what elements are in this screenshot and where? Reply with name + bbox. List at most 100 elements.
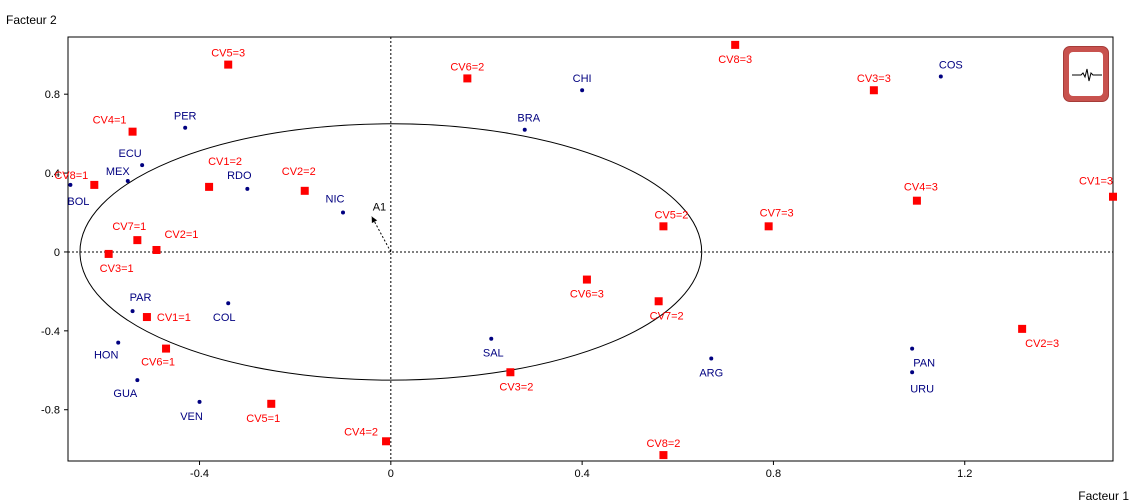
- variable-layer: A1: [371, 201, 392, 253]
- point-marker: [912, 196, 921, 205]
- correlation-ellipse: [79, 123, 703, 381]
- point-label: CV7=2: [650, 310, 684, 322]
- point-marker: [245, 186, 250, 191]
- point-marker: [133, 236, 142, 245]
- point-label: BOL: [67, 196, 89, 208]
- point-marker: [764, 222, 773, 231]
- point-marker: [869, 86, 878, 95]
- x-tick-label: -0.4: [190, 468, 209, 480]
- point-label: CV2=1: [164, 229, 198, 241]
- point-label: PAN: [913, 358, 935, 370]
- point-marker: [90, 180, 99, 189]
- point-label: CV6=2: [450, 61, 484, 73]
- point-marker: [659, 222, 668, 231]
- point-marker: [68, 182, 73, 187]
- point-marker: [152, 245, 161, 254]
- points-layer: CV5=3 CV6=2 CV8=3 CV3=3 CV4=1 CV8=1 CV1=2 CV2=2…: [54, 40, 1117, 460]
- point-marker: [938, 74, 943, 79]
- y-axis-title: Facteur 2: [6, 13, 57, 27]
- point-marker: [135, 378, 140, 383]
- waveform-icon: [1072, 68, 1102, 82]
- y-tick-label: 0: [54, 247, 60, 259]
- y-tick-label: 0.8: [45, 89, 60, 101]
- point-label: CV6=3: [570, 289, 604, 301]
- point-marker: [709, 356, 714, 361]
- point-marker: [659, 451, 668, 460]
- point-marker: [162, 344, 171, 353]
- point-marker: [382, 437, 391, 446]
- point-marker: [125, 178, 130, 183]
- point-marker: [1109, 192, 1117, 201]
- point-marker: [197, 399, 202, 404]
- point-marker: [910, 370, 915, 375]
- point-label: CV7=3: [760, 207, 794, 219]
- point-label: COL: [213, 312, 236, 324]
- point-label: COS: [939, 59, 963, 71]
- point-label: CV4=2: [344, 426, 378, 438]
- point-label: CV5=1: [246, 413, 280, 425]
- point-label: CV7=1: [112, 221, 146, 233]
- point-label: HON: [94, 350, 119, 362]
- point-label: CV4=3: [904, 182, 938, 194]
- point-marker: [142, 313, 151, 322]
- point-marker: [267, 399, 276, 408]
- y-tick-label: -0.8: [41, 405, 60, 417]
- point-label: CV2=3: [1025, 338, 1059, 350]
- variable-arrow: [371, 216, 392, 253]
- point-label: RDO: [227, 170, 252, 182]
- point-marker: [341, 210, 345, 215]
- point-label: CV5=3: [211, 48, 245, 60]
- point-marker: [522, 127, 527, 132]
- variable-label: A1: [373, 201, 386, 213]
- point-label: PAR: [130, 292, 152, 304]
- point-label: SAL: [483, 348, 504, 360]
- point-label: CV1=1: [157, 312, 191, 324]
- x-tick-label: 0: [388, 468, 394, 480]
- point-label: GUA: [113, 388, 138, 400]
- point-marker: [910, 346, 915, 351]
- point-label: CV3=1: [100, 263, 134, 275]
- point-marker: [116, 340, 121, 345]
- point-marker: [226, 301, 231, 306]
- point-label: CV4=1: [93, 115, 127, 127]
- point-label: CV3=3: [857, 73, 891, 85]
- point-label: CHI: [573, 73, 592, 85]
- tool-button-face: [1069, 52, 1103, 96]
- point-label: VEN: [180, 411, 203, 423]
- point-marker: [654, 297, 663, 306]
- point-marker: [731, 40, 740, 49]
- x-tick-label: 1.2: [957, 468, 972, 480]
- point-label: CV1=3: [1079, 176, 1113, 188]
- series-group: PER CHI COS BRA ECU MEX BOL RDO NIC PAR COL HON GUA V…: [67, 59, 962, 422]
- series-group: CV5=3 CV6=2 CV8=3 CV3=3 CV4=1 CV8=1 CV1=2 CV2=2…: [54, 40, 1117, 460]
- point-label: ARG: [699, 367, 723, 379]
- point-marker: [300, 186, 309, 195]
- point-label: CV3=2: [499, 381, 533, 393]
- point-label: CV8=3: [718, 54, 752, 66]
- ellipse-layer: [79, 123, 703, 381]
- point-marker: [489, 336, 494, 341]
- point-label: PER: [174, 111, 197, 123]
- point-marker: [506, 368, 515, 377]
- point-label: CV5=2: [654, 209, 688, 221]
- point-marker: [128, 127, 137, 136]
- x-axis-title: Facteur 1: [1078, 489, 1129, 503]
- point-label: CV8=2: [646, 438, 680, 450]
- point-marker: [205, 182, 214, 191]
- axis-ticks: -0.4 0 0.4 0.8 1.2 -0.8 -0.4 0 0.4 0.8: [41, 89, 972, 480]
- point-label: CV6=1: [141, 357, 175, 369]
- point-marker: [582, 275, 591, 284]
- x-tick-label: 0.4: [574, 468, 589, 480]
- point-marker: [130, 309, 135, 314]
- point-label: NIC: [326, 194, 345, 206]
- point-marker: [140, 163, 145, 168]
- point-label: ECU: [119, 148, 142, 160]
- point-marker: [580, 88, 585, 93]
- point-label: MEX: [106, 166, 131, 178]
- reference-lines: [68, 37, 1113, 461]
- y-tick-label: -0.4: [41, 326, 60, 338]
- point-label: BRA: [517, 113, 540, 125]
- chart-tool-button[interactable]: [1063, 46, 1109, 102]
- x-tick-label: 0.8: [766, 468, 781, 480]
